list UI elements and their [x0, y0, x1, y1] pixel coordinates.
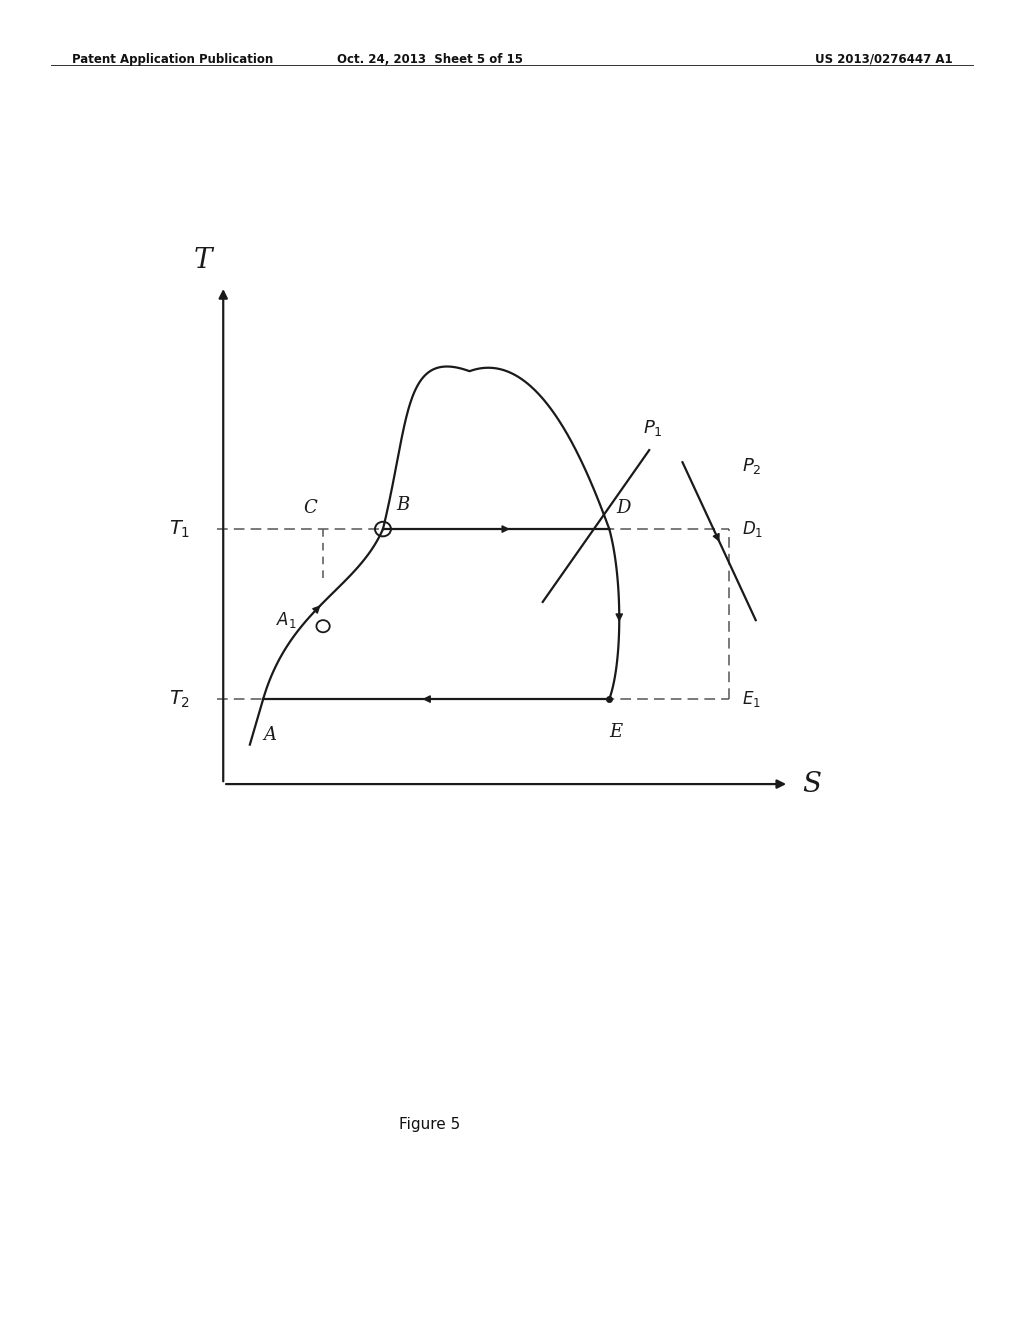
Text: A: A — [263, 726, 276, 744]
Text: $T_1$: $T_1$ — [169, 519, 190, 540]
Text: D: D — [615, 499, 631, 517]
Text: $T_2$: $T_2$ — [169, 689, 190, 710]
Text: B: B — [396, 496, 410, 513]
Text: Oct. 24, 2013  Sheet 5 of 15: Oct. 24, 2013 Sheet 5 of 15 — [337, 53, 523, 66]
Text: $A_1$: $A_1$ — [275, 610, 297, 630]
Text: E: E — [609, 723, 623, 742]
Text: $P_2$: $P_2$ — [742, 457, 762, 477]
Text: $E_1$: $E_1$ — [742, 689, 761, 709]
Text: S: S — [803, 771, 821, 797]
Text: $D_1$: $D_1$ — [742, 519, 764, 539]
Text: C: C — [303, 499, 316, 517]
Text: T: T — [194, 247, 213, 275]
Text: Figure 5: Figure 5 — [399, 1117, 461, 1133]
Text: Patent Application Publication: Patent Application Publication — [72, 53, 273, 66]
Text: US 2013/0276447 A1: US 2013/0276447 A1 — [815, 53, 952, 66]
Text: $P_1$: $P_1$ — [643, 418, 663, 438]
